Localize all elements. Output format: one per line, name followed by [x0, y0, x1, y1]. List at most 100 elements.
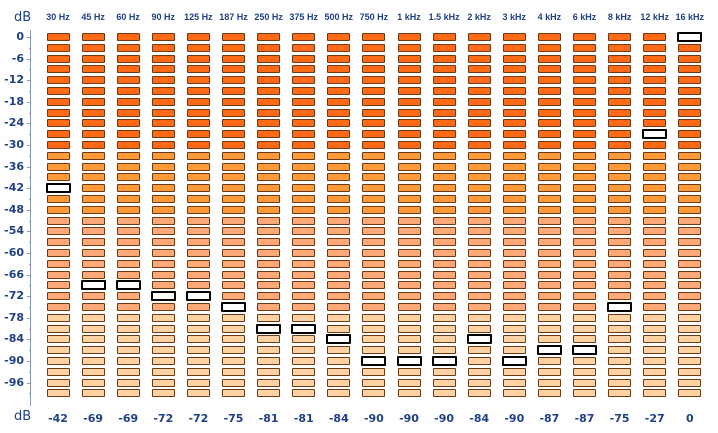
peak-marker-18: [677, 32, 703, 42]
level-cell: [608, 259, 632, 268]
level-cell: [362, 259, 386, 268]
level-cell: [608, 281, 632, 290]
level-cell: [502, 249, 526, 257]
level-cell: [502, 162, 526, 171]
level-cell: [608, 87, 632, 95]
level-cell: [643, 43, 667, 52]
level-cell: [257, 43, 281, 52]
level-cell: [397, 324, 421, 333]
band-label-0: 30 Hz: [46, 12, 70, 22]
level-cell: [467, 249, 491, 257]
level-cell: [397, 335, 421, 344]
level-cell: [257, 87, 281, 95]
peak-value-18: 0: [685, 412, 694, 425]
level-cell: [573, 389, 596, 398]
level-cell: [116, 162, 140, 171]
level-cell: [643, 249, 667, 257]
level-cell: [678, 195, 702, 203]
db-minor-tick-mark: [29, 350, 31, 352]
level-cell: [502, 205, 526, 214]
level-cell: [222, 378, 245, 387]
level-cell: [362, 367, 386, 376]
level-cell: [397, 97, 421, 106]
level-cell: [608, 151, 632, 160]
level-cell: [608, 335, 632, 344]
peak-value-16: -75: [609, 412, 630, 425]
level-cell: [151, 97, 175, 106]
level-cell: [537, 227, 561, 236]
level-cell: [46, 65, 70, 74]
level-cell: [327, 249, 351, 257]
level-cell: [257, 238, 281, 247]
level-cell: [46, 367, 70, 376]
level-cell: [397, 270, 421, 279]
level-cell: [151, 173, 175, 182]
level-cell: [467, 130, 491, 139]
level-cell: [362, 205, 386, 214]
level-cell: [608, 184, 632, 193]
level-cell: [573, 324, 596, 333]
level-cell: [678, 65, 702, 74]
level-cell: [222, 270, 245, 279]
db-tick-mark: [27, 123, 31, 125]
level-cell: [397, 292, 421, 301]
level-cell: [537, 249, 561, 257]
level-cell: [537, 292, 561, 301]
level-cell: [116, 173, 140, 182]
level-cell: [186, 184, 210, 193]
level-cell: [257, 303, 281, 311]
db-minor-tick-mark: [29, 371, 31, 373]
level-cell: [537, 335, 561, 344]
level-cell: [502, 216, 526, 225]
level-cell: [186, 249, 210, 257]
level-cell: [537, 87, 561, 95]
level-cell: [257, 151, 281, 160]
level-cell: [186, 54, 210, 63]
level-cell: [362, 97, 386, 106]
level-cell: [292, 108, 316, 117]
band-label-17: 12 kHz: [640, 12, 669, 22]
db-minor-tick-mark: [29, 69, 31, 71]
level-cell: [151, 227, 175, 236]
level-cell: [151, 76, 175, 85]
db-tick-mark: [27, 361, 31, 362]
level-cell: [81, 54, 105, 63]
level-cell: [432, 303, 456, 311]
level-cell: [432, 65, 456, 74]
peak-marker-16: [607, 302, 633, 312]
level-cell: [678, 227, 702, 236]
level-cell: [502, 184, 526, 193]
level-cell: [678, 97, 702, 106]
level-cell: [608, 162, 632, 171]
level-cell: [257, 378, 281, 387]
level-cell: [467, 227, 491, 236]
level-cell: [432, 119, 456, 128]
level-cell: [292, 87, 316, 95]
level-cell: [362, 65, 386, 74]
level-cell: [467, 292, 491, 301]
level-cell: [432, 76, 456, 85]
level-cell: [46, 87, 70, 95]
level-cell: [678, 324, 702, 333]
level-cell: [573, 335, 596, 344]
level-cell: [467, 195, 491, 203]
level-cell: [116, 33, 140, 41]
level-cell: [46, 97, 70, 106]
level-cell: [537, 141, 561, 149]
level-cell: [81, 119, 105, 128]
level-cell: [432, 54, 456, 63]
level-cell: [116, 205, 140, 214]
level-cell: [46, 357, 70, 365]
level-cell: [608, 313, 632, 322]
level-cell: [643, 184, 667, 193]
peak-marker-15: [572, 345, 597, 356]
peak-value-11: -90: [434, 412, 455, 425]
level-cell: [186, 141, 210, 149]
level-cell: [81, 173, 105, 182]
level-cell: [46, 249, 70, 257]
level-cell: [397, 108, 421, 117]
level-cell: [397, 216, 421, 225]
db-minor-tick-mark: [29, 134, 31, 136]
level-cell: [222, 389, 245, 398]
level-cell: [116, 130, 140, 139]
